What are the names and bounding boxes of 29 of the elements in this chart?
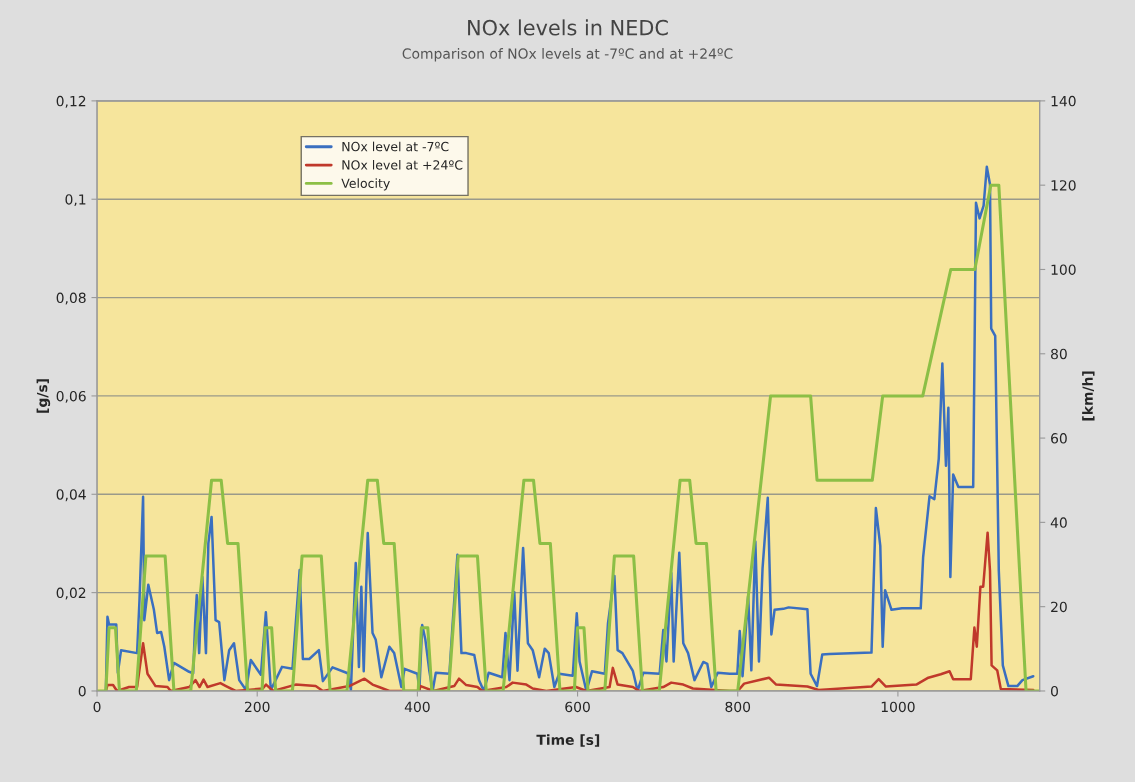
y-tick-label: 0,02 (56, 587, 86, 600)
y-tick-label: 0,04 (56, 489, 86, 502)
y2-axis-title: [km/h] (1082, 371, 1095, 421)
y-tick-label: 0,06 (56, 390, 86, 403)
x-tick-label: 600 (565, 701, 590, 713)
x-tick-label: 0 (93, 701, 101, 713)
y2-tick-label: 80 (1051, 348, 1067, 360)
y-tick-label: 0 (78, 685, 86, 697)
y-tick-label: 0,12 (56, 95, 86, 108)
x-tick-label: 200 (244, 701, 270, 713)
x-tick-label: 1000 (881, 701, 915, 713)
y2-tick-label: 0 (1050, 685, 1058, 697)
y-tick-label: 0,08 (56, 292, 86, 305)
y-axis-title: [g/s] (36, 379, 51, 413)
legend-label: Velocity (341, 178, 390, 191)
x-tick-label: 400 (404, 701, 430, 713)
x-axis-title: Time [s] (536, 734, 600, 747)
y2-tick-label: 40 (1050, 517, 1067, 528)
x-tick-label: 800 (725, 701, 751, 713)
chart-title: NOx levels in NEDC (468, 19, 668, 36)
y2-tick-label: 20 (1051, 601, 1067, 613)
legend-label: NOx level at +24ºC (342, 159, 463, 170)
y2-tick-label: 120 (1051, 180, 1076, 191)
y2-tick-label: 60 (1051, 433, 1067, 444)
y2-tick-label: 140 (1051, 95, 1076, 107)
chart-subtitle: Comparison of NOx levels at -7ºC and at +24ºC (402, 48, 733, 62)
y2-tick-label: 100 (1051, 264, 1076, 275)
y-tick-label: 0,1 (65, 194, 86, 207)
legend-label: NOx level at -7ºC (342, 141, 449, 152)
